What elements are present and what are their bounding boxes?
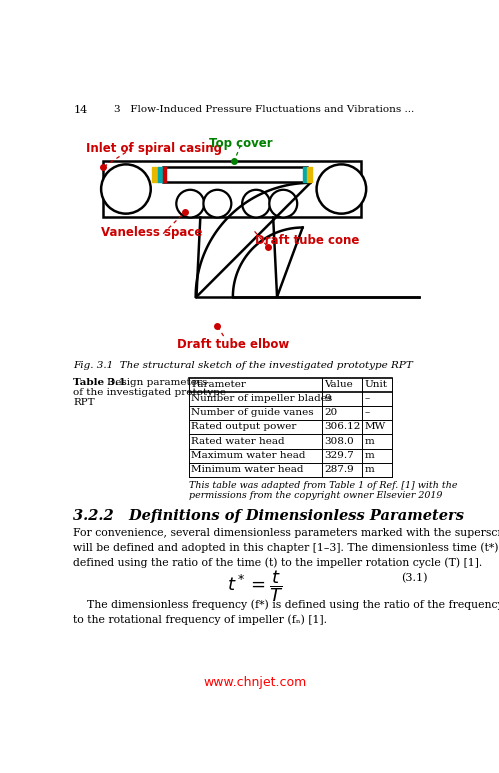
Text: Number of guide vanes: Number of guide vanes <box>191 408 314 417</box>
Text: The dimensionless frequency (f*) is defined using the ratio of the frequency (f): The dimensionless frequency (f*) is defi… <box>73 599 499 625</box>
Text: 308.0: 308.0 <box>324 437 354 445</box>
Text: This table was adapted from Table 1 of Ref. [1] with the
permissions from the co: This table was adapted from Table 1 of R… <box>189 481 457 500</box>
Circle shape <box>101 165 151 213</box>
Text: 287.9: 287.9 <box>324 465 354 474</box>
Text: m: m <box>365 465 374 474</box>
Text: Value: Value <box>324 380 353 389</box>
Bar <box>158 167 163 182</box>
Text: Design parameters: Design parameters <box>107 378 208 386</box>
Text: Top cover: Top cover <box>209 137 272 150</box>
Bar <box>303 167 306 182</box>
Text: Rated output power: Rated output power <box>191 422 296 431</box>
Text: Vaneless space: Vaneless space <box>101 226 203 239</box>
Text: 9: 9 <box>324 393 331 403</box>
Text: Parameter: Parameter <box>191 380 246 389</box>
Bar <box>152 167 158 182</box>
Text: 3   Flow-Induced Pressure Fluctuations and Vibrations ...: 3 Flow-Induced Pressure Fluctuations and… <box>114 105 414 114</box>
Text: 20: 20 <box>324 408 338 417</box>
Text: m: m <box>365 451 374 460</box>
Text: Draft tube cone: Draft tube cone <box>254 233 359 247</box>
Text: MW: MW <box>365 422 386 431</box>
Text: For convenience, several dimensionless parameters marked with the superscript “*: For convenience, several dimensionless p… <box>73 527 499 568</box>
Text: www.chnjet.com: www.chnjet.com <box>204 676 307 690</box>
Bar <box>103 161 361 217</box>
Circle shape <box>176 190 204 217</box>
Circle shape <box>316 165 366 213</box>
Text: Minimum water head: Minimum water head <box>191 465 303 474</box>
Text: 306.12: 306.12 <box>324 422 361 431</box>
Text: Draft tube elbow: Draft tube elbow <box>177 338 289 351</box>
Text: (3.1): (3.1) <box>401 574 428 584</box>
Text: $t^* = \dfrac{t}{T}$: $t^* = \dfrac{t}{T}$ <box>227 569 283 604</box>
Circle shape <box>269 190 297 217</box>
Text: –: – <box>365 393 370 403</box>
Text: Inlet of spiral casing: Inlet of spiral casing <box>86 142 222 155</box>
Text: of the investigated prototype: of the investigated prototype <box>73 388 226 397</box>
Circle shape <box>242 190 270 217</box>
Text: RPT: RPT <box>73 397 95 407</box>
Text: Maximum water head: Maximum water head <box>191 451 305 460</box>
Text: Fig. 3.1  The structural sketch of the investigated prototype RPT: Fig. 3.1 The structural sketch of the in… <box>73 361 413 369</box>
Bar <box>163 167 166 182</box>
Text: 3.2.2   Definitions of Dimensionless Parameters: 3.2.2 Definitions of Dimensionless Param… <box>73 509 464 523</box>
Bar <box>306 167 312 182</box>
Circle shape <box>204 190 232 217</box>
Text: –: – <box>365 408 370 417</box>
Text: Unit: Unit <box>365 380 388 389</box>
Text: 14: 14 <box>73 105 87 115</box>
Text: m: m <box>365 437 374 445</box>
Bar <box>163 167 306 182</box>
Text: Number of impeller blades: Number of impeller blades <box>191 393 332 403</box>
Text: 329.7: 329.7 <box>324 451 354 460</box>
Text: Table 3.1: Table 3.1 <box>73 378 126 386</box>
Text: Rated water head: Rated water head <box>191 437 284 445</box>
